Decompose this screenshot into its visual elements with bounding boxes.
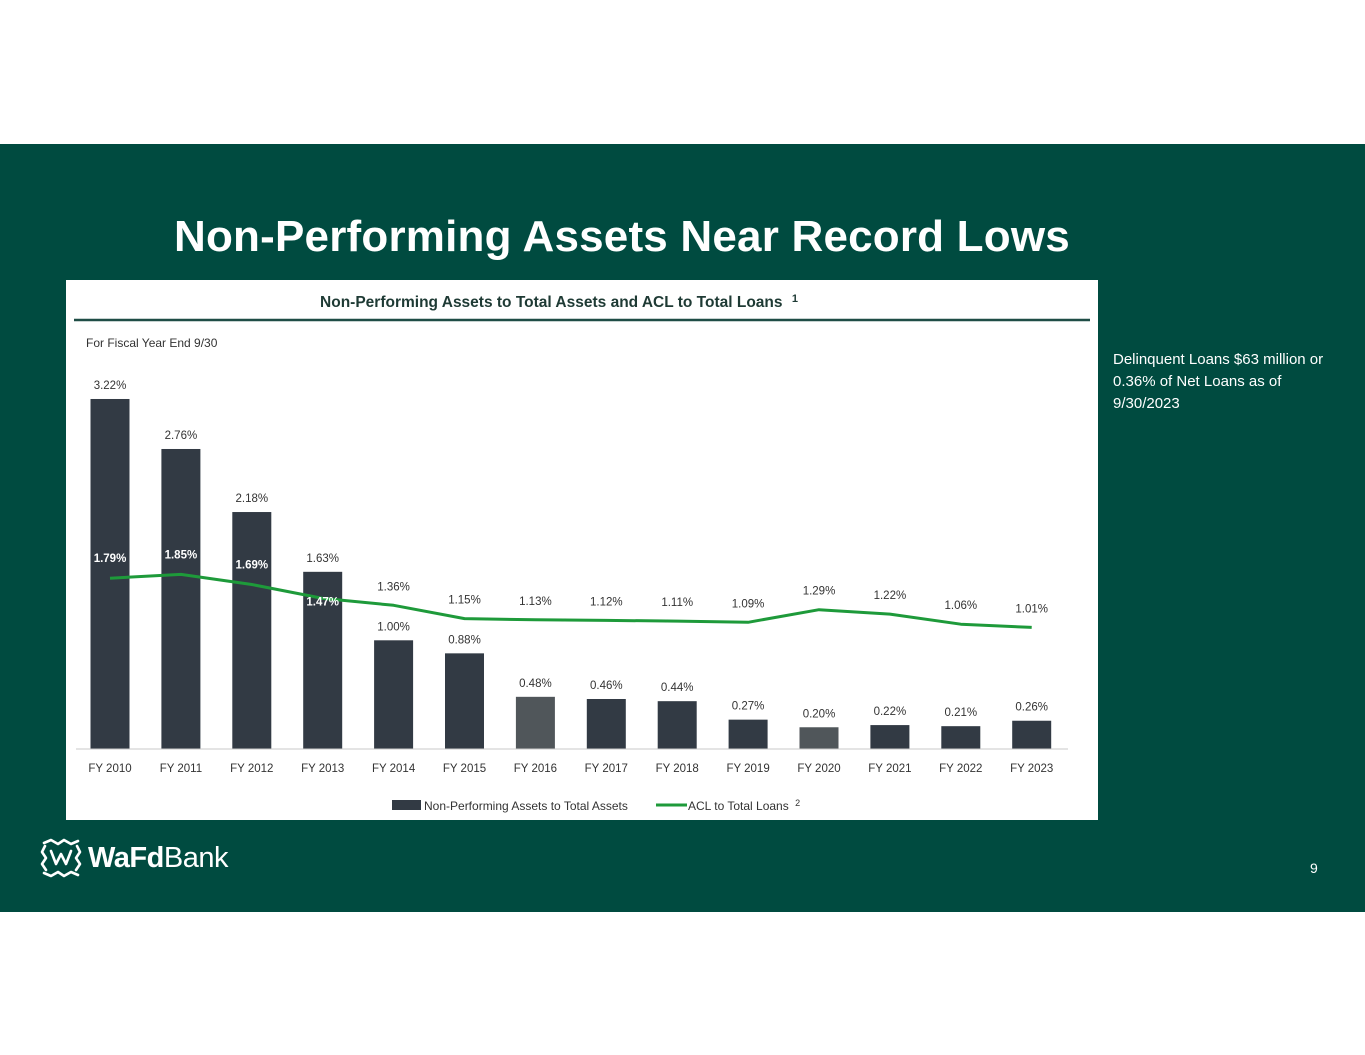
acl-value-label: 1.12% bbox=[590, 596, 623, 608]
npa-value-label: 0.44% bbox=[661, 682, 694, 694]
npa-bar-fy-2016 bbox=[515, 696, 555, 749]
acl-value-label: 1.69% bbox=[235, 560, 268, 572]
acl-value-label: 1.47% bbox=[306, 596, 339, 608]
x-tick-label: FY 2021 bbox=[868, 763, 911, 775]
npa-value-label: 0.20% bbox=[803, 708, 836, 720]
npa-value-label: 2.76% bbox=[165, 430, 198, 442]
npa-bar-fy-2018 bbox=[657, 701, 697, 749]
npa-bar-fy-2017 bbox=[586, 698, 626, 749]
delinquent-loans-note: Delinquent Loans $63 million or 0.36% of… bbox=[1113, 351, 1324, 412]
npa-value-label: 0.46% bbox=[590, 680, 623, 692]
legend-label-acl: ACL to Total Loans 2 bbox=[688, 798, 800, 813]
x-tick-label: FY 2018 bbox=[656, 763, 699, 775]
npa-value-label: 1.00% bbox=[377, 621, 410, 633]
npa-bar-fy-2013 bbox=[303, 571, 343, 749]
x-tick-label: FY 2023 bbox=[1010, 763, 1053, 775]
x-tick-label: FY 2015 bbox=[443, 763, 486, 775]
legend: Non-Performing Assets to Total Assets AC… bbox=[392, 798, 800, 813]
npa-bar-fy-2011 bbox=[161, 448, 201, 749]
npa-value-label: 0.48% bbox=[519, 678, 552, 690]
acl-value-label: 1.36% bbox=[377, 581, 410, 593]
npa-bar-fy-2015 bbox=[445, 653, 484, 749]
acl-value-label: 1.85% bbox=[165, 549, 198, 561]
x-tick-label: FY 2013 bbox=[301, 763, 344, 775]
acl-value-label: 1.11% bbox=[661, 597, 693, 609]
x-tick-label: FY 2020 bbox=[797, 763, 840, 775]
x-tick-label: FY 2019 bbox=[726, 763, 769, 775]
acl-value-label: 1.15% bbox=[448, 595, 481, 607]
chart-title: Non-Performing Assets to Total Assets an… bbox=[320, 293, 798, 311]
page-number: 9 bbox=[1310, 860, 1318, 876]
npa-bar-fy-2010 bbox=[90, 398, 130, 749]
acl-value-label: 1.09% bbox=[732, 598, 765, 610]
npa-bar-fy-2020 bbox=[799, 727, 839, 749]
legend-label-acl-text: ACL to Total Loans bbox=[688, 799, 789, 813]
acl-value-label: 1.29% bbox=[803, 586, 836, 598]
page-title: Non-Performing Assets Near Record Lows bbox=[174, 212, 1070, 261]
npa-bar-fy-2022 bbox=[941, 726, 981, 749]
npa-value-label: 0.27% bbox=[732, 701, 765, 713]
acl-value-label: 1.79% bbox=[94, 553, 127, 565]
legend-label-npa: Non-Performing Assets to Total Assets bbox=[424, 799, 628, 813]
chart-subtitle: For Fiscal Year End 9/30 bbox=[86, 336, 218, 350]
x-tick-label: FY 2010 bbox=[88, 763, 131, 775]
npa-value-label: 0.22% bbox=[874, 706, 907, 718]
logo-wordmark-light: Bank bbox=[163, 841, 229, 874]
npa-value-label: 3.22% bbox=[94, 380, 127, 392]
x-tick-label: FY 2022 bbox=[939, 763, 982, 775]
npa-value-label: 2.18% bbox=[235, 493, 268, 505]
npa-bar-fy-2021 bbox=[870, 725, 910, 749]
x-tick-label: FY 2016 bbox=[514, 763, 557, 775]
npa-bar-fy-2019 bbox=[728, 719, 768, 749]
acl-value-label: 1.22% bbox=[874, 590, 907, 602]
legend-swatch-npa bbox=[392, 800, 421, 810]
x-tick-label: FY 2012 bbox=[230, 763, 273, 775]
npa-acl-chart: Non-Performing Assets to Total Assets an… bbox=[74, 293, 1090, 813]
npa-value-label: 0.21% bbox=[944, 707, 977, 719]
acl-value-label: 1.13% bbox=[519, 596, 552, 608]
wafd-logo-icon bbox=[40, 838, 82, 878]
chart-title-text: Non-Performing Assets to Total Assets an… bbox=[320, 294, 782, 311]
npa-bar-fy-2012 bbox=[232, 512, 272, 749]
x-tick-label: FY 2011 bbox=[160, 763, 202, 775]
npa-value-label: 1.63% bbox=[306, 553, 339, 565]
npa-bar-fy-2014 bbox=[374, 640, 414, 749]
chart-title-footnote: 1 bbox=[792, 293, 798, 305]
chart-panel: Non-Performing Assets to Total Assets an… bbox=[66, 280, 1098, 820]
x-tick-label: FY 2017 bbox=[585, 763, 628, 775]
npa-value-label: 0.26% bbox=[1015, 702, 1048, 714]
logo-wordmark-bold: WaFd bbox=[88, 841, 164, 874]
npa-value-label: 0.88% bbox=[448, 634, 481, 646]
wafd-bank-logo: WaFd Bank bbox=[40, 836, 228, 880]
acl-value-label: 1.01% bbox=[1015, 603, 1048, 615]
npa-bar-fy-2023 bbox=[1012, 720, 1052, 749]
acl-value-label: 1.06% bbox=[944, 600, 977, 612]
x-tick-label: FY 2014 bbox=[372, 763, 416, 775]
acl-series-line bbox=[109, 572, 1032, 629]
legend-label-acl-footnote: 2 bbox=[795, 798, 800, 808]
